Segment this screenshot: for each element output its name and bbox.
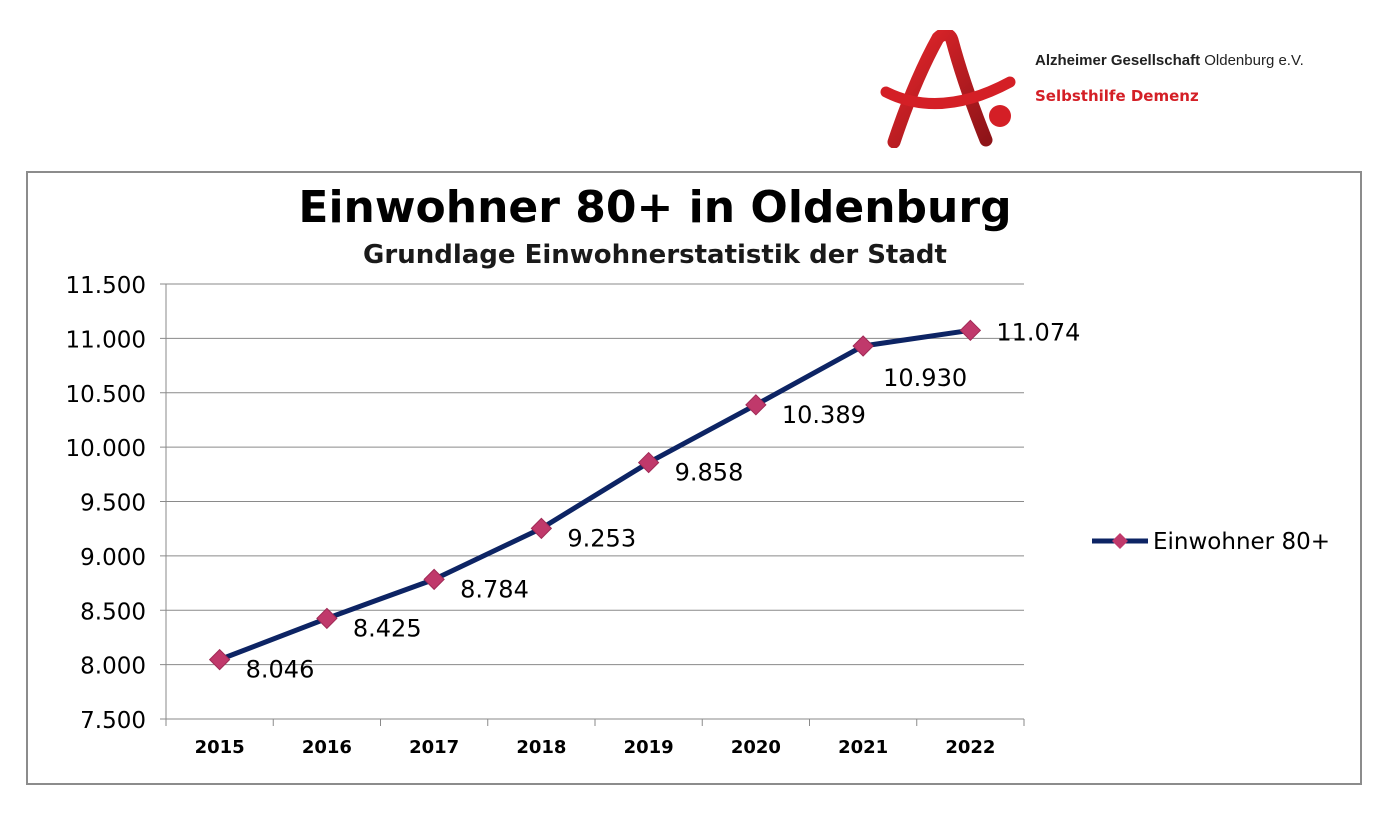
data-label: 11.074 xyxy=(996,318,1080,346)
y-tick-label: 9.000 xyxy=(80,545,146,571)
legend-label: Einwohner 80+ xyxy=(1153,529,1330,555)
x-tick-label: 2022 xyxy=(945,737,995,758)
data-label: 9.253 xyxy=(567,524,636,552)
x-tick-label: 2015 xyxy=(195,737,245,758)
x-tick-label: 2018 xyxy=(516,737,566,758)
data-point xyxy=(637,451,660,474)
data-point xyxy=(316,607,338,630)
org-name-regular: Oldenburg e.V. xyxy=(1204,52,1304,69)
data-label: 8.046 xyxy=(246,656,315,684)
org-name: Alzheimer Gesellschaft Oldenburg e.V. xyxy=(1035,52,1304,69)
chart-title: Einwohner 80+ in Oldenburg xyxy=(298,182,1011,233)
data-point xyxy=(745,394,767,416)
data-point xyxy=(208,648,231,671)
data-label: 10.389 xyxy=(782,401,866,429)
data-label: 9.858 xyxy=(675,459,744,487)
x-tick-label: 2017 xyxy=(409,737,459,758)
x-tick-label: 2019 xyxy=(624,737,674,758)
data-point xyxy=(852,335,874,357)
org-name-bold: Alzheimer Gesellschaft xyxy=(1035,52,1201,69)
data-point xyxy=(530,517,553,540)
x-tick-label: 2020 xyxy=(731,737,781,758)
y-tick-label: 8.500 xyxy=(80,599,146,625)
x-tick-label: 2016 xyxy=(302,737,352,758)
header: Alzheimer Gesellschaft Oldenburg e.V. Se… xyxy=(0,0,1386,160)
y-tick-label: 8.000 xyxy=(80,654,146,680)
y-tick-label: 10.000 xyxy=(66,436,146,462)
data-label: 10.930 xyxy=(883,364,967,392)
y-tick-label: 11.000 xyxy=(66,327,146,353)
legend-marker-swatch xyxy=(1112,533,1128,549)
y-tick-label: 9.500 xyxy=(80,491,146,517)
org-subtitle: Selbsthilfe Demenz xyxy=(1035,87,1199,105)
data-label: 8.425 xyxy=(353,614,422,642)
chart-frame xyxy=(26,171,1362,785)
x-tick-label: 2021 xyxy=(838,737,888,758)
data-point xyxy=(959,319,982,342)
series-line xyxy=(217,327,973,663)
chart-subtitle: Grundlage Einwohnerstatistik der Stadt xyxy=(363,240,947,270)
y-tick-label: 11.500 xyxy=(66,273,146,299)
alzheimer-logo-icon xyxy=(880,30,1016,148)
y-tick-label: 7.500 xyxy=(80,708,146,734)
data-label: 8.784 xyxy=(460,575,529,603)
data-point xyxy=(423,568,445,591)
y-tick-label: 10.500 xyxy=(66,382,146,408)
